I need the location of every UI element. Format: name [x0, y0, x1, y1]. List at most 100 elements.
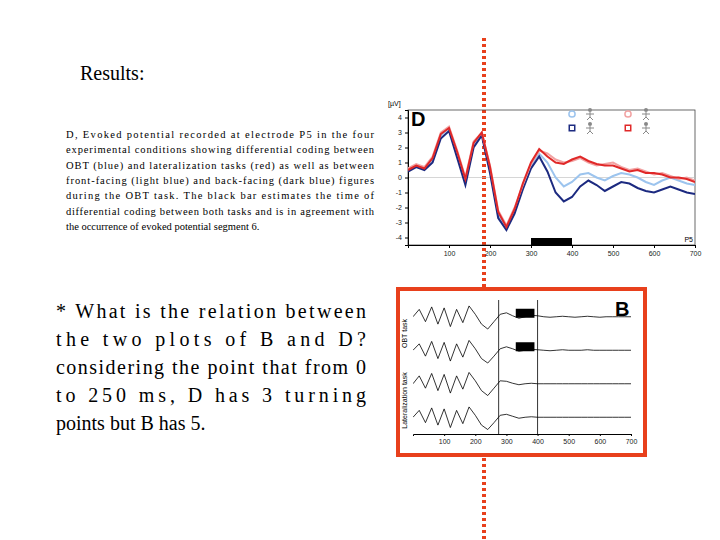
tick: -2 [396, 204, 408, 211]
tick-mark [506, 434, 507, 436]
panel-label: D [411, 108, 425, 130]
legend-icon-part [586, 114, 594, 115]
tick-mark [405, 118, 408, 119]
tick-mark [531, 245, 532, 248]
legend-icon-part [644, 122, 648, 126]
legend-icon [642, 122, 650, 134]
series-line [413, 407, 631, 430]
axis: 100 200 300 400 500 600 700 [414, 434, 638, 445]
plot-area [413, 300, 631, 434]
tick-mark [538, 434, 539, 436]
caption-line: during the OBT task. The black bar estim… [66, 190, 375, 201]
tick-label: -1 [396, 189, 402, 196]
legend-marker [569, 125, 574, 130]
legend-icon-part [646, 117, 649, 120]
tick-label: 600 [649, 250, 661, 257]
tick-mark [405, 148, 408, 149]
tick-mark [444, 434, 445, 436]
tick-mark [405, 163, 408, 164]
question-line: points but B has 5. [56, 412, 205, 435]
chart-b: 100200300400500600700OBT taskLateralizat… [398, 289, 645, 455]
slide: Results:D, Evoked potential recorded at … [0, 0, 720, 540]
group-label: Lateralization task [401, 372, 408, 429]
legend-icon-part [590, 117, 593, 120]
legend-icon-part [587, 131, 590, 134]
legend-icon-part [642, 128, 650, 129]
tick-label: 4 [398, 114, 402, 121]
series-line [413, 340, 631, 363]
legend [569, 108, 650, 134]
tick: 300 [501, 434, 513, 445]
filled-segment [516, 309, 535, 318]
filled-segment [516, 342, 535, 351]
heading: Results: [80, 62, 144, 84]
tick-label: 100 [439, 438, 451, 445]
tick-label: 700 [690, 250, 702, 257]
legend-icon-part [646, 131, 649, 134]
tick-mark [405, 178, 408, 179]
legend-icon-part [643, 131, 646, 134]
question-line: the two plots of B and D? [56, 328, 366, 351]
tick-label: 500 [563, 438, 575, 445]
zero-line [408, 177, 695, 178]
tick-label: -2 [396, 204, 402, 211]
tick: 1 [398, 159, 408, 166]
tick-label: 3 [398, 129, 402, 136]
caption-line: experimental conditions showing differen… [66, 144, 375, 155]
tick-mark [654, 245, 655, 248]
tick-mark [695, 245, 696, 248]
tick: 200 [485, 245, 497, 257]
caption-line: front-facing (light blue) and back-facin… [66, 175, 374, 187]
tick: 100 [444, 245, 456, 257]
tick: -1 [396, 189, 408, 196]
tick: 3 [398, 129, 408, 136]
tick-mark [613, 245, 614, 248]
series-line [408, 127, 695, 226]
series-line [413, 372, 631, 395]
caption-line: the occurrence of evoked potential segme… [66, 221, 259, 232]
tick-label: 400 [532, 438, 544, 445]
tick-mark [631, 434, 632, 436]
tick: 400 [532, 434, 544, 445]
tick-label: 600 [595, 438, 607, 445]
tick-label: 400 [567, 250, 579, 257]
tick-label: 200 [470, 438, 482, 445]
annotation-bar [531, 238, 572, 245]
tick-label: 500 [608, 250, 620, 257]
series-line [408, 128, 695, 227]
caption-line: OBT (blue) and lateralization tasks (red… [66, 160, 375, 172]
tick-label: 200 [485, 250, 497, 257]
tick-mark [405, 208, 408, 209]
tick: 0 [398, 174, 408, 181]
legend-icon-part [587, 117, 590, 120]
legend-marker [569, 111, 575, 117]
axis-line [405, 111, 409, 246]
legend-icon-part [642, 114, 650, 115]
tick-label: -3 [396, 219, 402, 226]
axis: 100 200 300 400 500 600 700 [409, 245, 702, 257]
tick-mark [449, 245, 450, 248]
legend-icon [642, 108, 650, 120]
axis: -4 -3 -2 -1 0 1 2 3 4 [396, 111, 409, 246]
tick-label: 700 [626, 438, 638, 445]
series-line [408, 131, 695, 230]
question-line: to 250 ms, D has 3 turning [56, 384, 366, 407]
tick: -4 [396, 234, 408, 241]
axis-title: [µV] [388, 100, 401, 108]
tick-mark [405, 223, 408, 224]
tick-label: 300 [526, 250, 538, 257]
tick: 2 [398, 144, 408, 151]
tick-mark [572, 245, 573, 248]
legend-icon-part [643, 117, 646, 120]
electrode-label: P5 [684, 236, 693, 243]
tick: 600 [649, 245, 661, 257]
panel-label: B [615, 298, 629, 320]
tick-mark [490, 245, 491, 248]
legend-icon-part [590, 131, 593, 134]
plot-frame [408, 110, 695, 245]
legend-icon-part [588, 122, 592, 126]
segment-bound [537, 300, 538, 434]
chart-d: -4 -3 -2 -1 0 1 2 3 4 100 200 300 400 500 600 700 D [µV] P… [388, 100, 701, 257]
tick: 500 [563, 434, 575, 445]
tick: 300 [526, 245, 538, 257]
